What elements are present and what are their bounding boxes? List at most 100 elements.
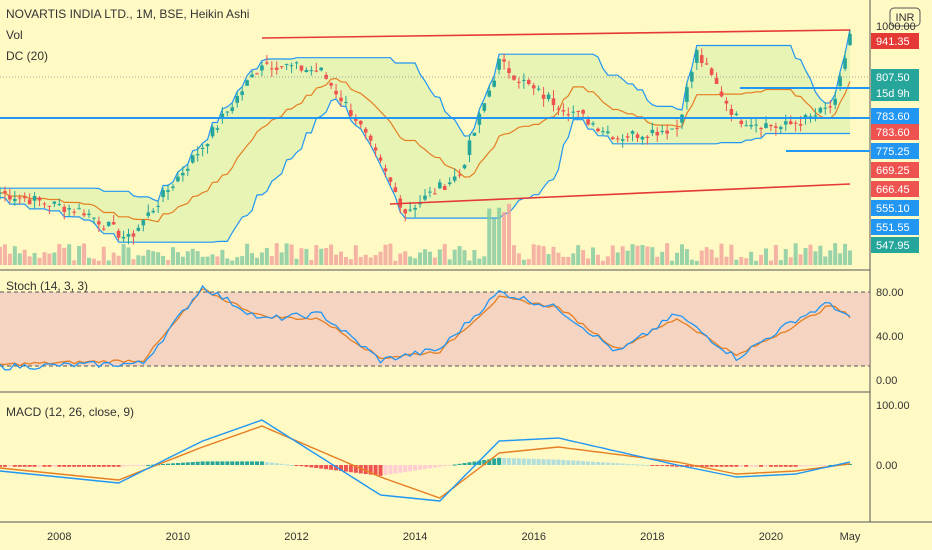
donchian-indicator-label[interactable]: DC (20)	[6, 49, 48, 63]
candle-body	[344, 102, 348, 104]
macd-histogram-bar	[32, 465, 37, 467]
volume-bar	[47, 253, 52, 265]
macd-histogram-bar	[126, 465, 131, 467]
candle-body	[625, 136, 630, 138]
price-tag-box[interactable]	[871, 33, 919, 49]
macd-histogram-bar	[378, 465, 383, 476]
macd-histogram-bar	[220, 461, 225, 465]
candle-body	[615, 138, 620, 140]
candle-body	[22, 196, 27, 199]
candle-body	[111, 222, 116, 225]
candle-body	[373, 147, 378, 151]
candle-body	[606, 131, 610, 134]
candle-body	[225, 111, 230, 113]
volume-bar	[398, 253, 403, 265]
macd-histogram-bar	[289, 465, 294, 466]
candle-body	[92, 217, 96, 219]
macd-histogram-bar	[739, 465, 744, 467]
candle-body	[329, 83, 333, 86]
volume-bar	[541, 246, 546, 265]
candle-body	[591, 123, 595, 125]
price-tag-box[interactable]	[871, 162, 919, 178]
price-tag-box[interactable]	[871, 200, 919, 216]
lower-trendline[interactable]	[389, 183, 851, 205]
candle-body	[818, 107, 823, 113]
candle-body	[210, 127, 215, 137]
volume-bar	[408, 256, 413, 265]
volume-indicator-label[interactable]: Vol	[6, 28, 23, 42]
candle-body	[576, 110, 580, 112]
macd-histogram-bar	[319, 465, 324, 469]
macd-histogram-bar	[665, 465, 670, 467]
macd-histogram-bar	[605, 462, 610, 465]
volume-bar	[279, 252, 284, 265]
volume-bar	[581, 250, 586, 265]
volume-bar	[72, 260, 77, 265]
macd-histogram-bar	[709, 465, 714, 467]
macd-histogram-bar	[788, 465, 793, 467]
currency-badge[interactable]	[889, 7, 921, 27]
candle-body	[47, 205, 52, 207]
candle-body	[67, 208, 71, 210]
price-axis-top-tick: 1000.00	[876, 21, 916, 33]
candle-body	[601, 131, 605, 133]
candle-body	[522, 79, 526, 81]
macd-histogram-bar	[768, 465, 773, 467]
candle-body	[274, 67, 279, 70]
macd-histogram-bar	[442, 465, 447, 467]
price-tag-box[interactable]	[871, 237, 919, 253]
macd-histogram-bar	[254, 461, 259, 465]
time-tick-label: 2018	[640, 531, 664, 543]
price-tag-box[interactable]	[871, 108, 919, 124]
candle-body	[635, 134, 640, 138]
volume-bars	[0, 203, 852, 265]
macd-histogram-bar	[230, 461, 235, 465]
candle-body	[121, 236, 126, 239]
price-tag-box[interactable]	[871, 219, 919, 235]
volume-bar	[413, 258, 418, 265]
volume-bar	[838, 253, 843, 265]
price-tag-box[interactable]	[871, 69, 919, 85]
volume-bar	[319, 248, 324, 265]
macd-indicator-label[interactable]: MACD (12, 26, close, 9)	[6, 405, 134, 419]
candle-body	[586, 119, 590, 125]
macd-histogram-bar	[17, 465, 22, 467]
macd-histogram-bar	[175, 462, 180, 465]
candle-body	[749, 124, 753, 127]
stoch-indicator-label[interactable]: Stoch (14, 3, 3)	[6, 279, 88, 293]
candle-body	[42, 203, 47, 205]
price-tag-box[interactable]	[871, 181, 919, 197]
price-tag-box[interactable]	[871, 143, 919, 159]
volume-bar	[591, 247, 596, 265]
candle-body	[13, 198, 17, 202]
candle-body	[788, 121, 793, 125]
candle-body	[413, 207, 417, 210]
volume-bar	[269, 256, 274, 265]
macd-histogram-bar	[625, 463, 630, 465]
macd-histogram-bar	[507, 458, 512, 465]
price-tag-box[interactable]	[871, 85, 919, 101]
price-tag-box[interactable]	[871, 124, 919, 140]
upper-trendline[interactable]	[261, 29, 851, 39]
volume-bar	[343, 256, 348, 265]
candle-body	[245, 80, 249, 86]
candle-body	[620, 139, 625, 141]
macd-histogram-bar	[22, 465, 27, 467]
volume-bar	[526, 259, 531, 265]
candle-body	[596, 128, 600, 132]
macd-histogram-bar	[116, 465, 121, 467]
macd-histogram-bar	[684, 465, 689, 467]
macd-histogram-bar	[86, 465, 91, 467]
volume-bar	[368, 257, 373, 265]
macd-histogram-bar	[42, 465, 47, 467]
volume-bar	[749, 251, 754, 265]
macd-histogram-bar	[763, 465, 768, 467]
candle-body	[126, 234, 131, 237]
candle-body	[531, 85, 536, 89]
macd-histogram-bar	[413, 465, 418, 471]
volume-bar	[27, 256, 32, 265]
macd-histogram-bar	[561, 459, 566, 465]
candle-body	[759, 128, 763, 130]
volume-bar	[210, 254, 215, 265]
